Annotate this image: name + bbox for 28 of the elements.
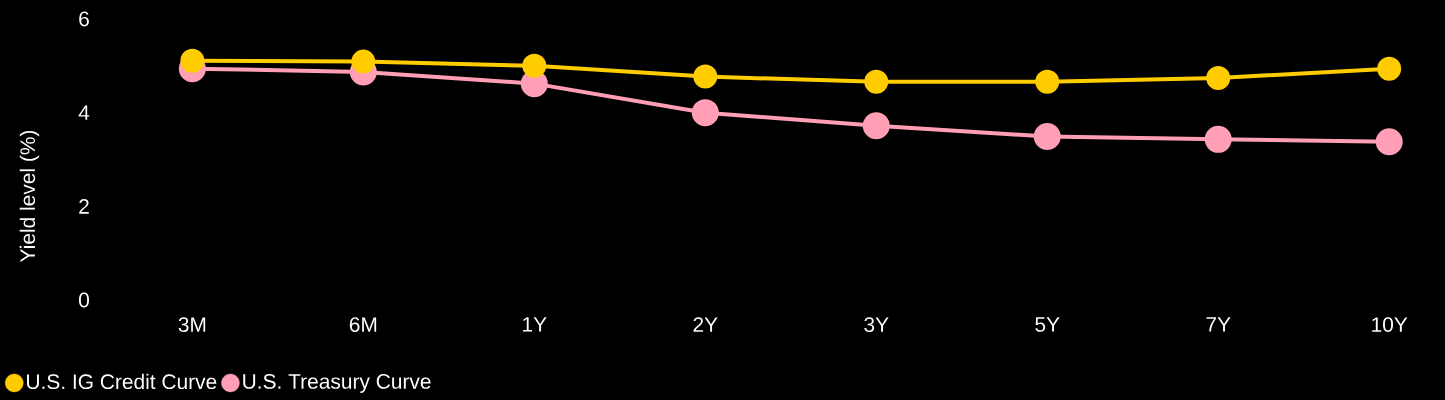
point	[691, 99, 719, 127]
point	[1204, 125, 1232, 153]
y-tick-label: 6	[79, 11, 89, 27]
x-tick-label: 10Y	[1372, 317, 1408, 332]
point	[180, 48, 205, 73]
point	[1033, 123, 1061, 151]
point	[1035, 69, 1060, 94]
point	[864, 69, 889, 94]
x-tick-label: 3Y	[864, 317, 889, 332]
y-axis-title: Yield level (%)	[19, 130, 40, 263]
y-tick-label: 4	[78, 105, 90, 120]
legend-label: U.S. Treasury Curve	[243, 374, 431, 393]
point	[862, 112, 890, 140]
point	[1206, 66, 1231, 91]
point	[351, 49, 376, 74]
x-tick-label: 5Y	[1035, 317, 1060, 332]
point	[693, 64, 718, 89]
x-tick-label: 7Y	[1206, 317, 1231, 332]
x-tick-label: 3M	[178, 317, 206, 332]
point	[1375, 128, 1403, 156]
x-tick-label: 2Y	[693, 317, 718, 332]
point	[522, 53, 547, 78]
x-tick-label: 6M	[349, 317, 377, 332]
y-tick-label: 0	[79, 292, 89, 308]
y-tick-label: 2	[79, 199, 89, 214]
x-tick-label: 1Y	[523, 317, 547, 332]
point	[1377, 56, 1402, 81]
legend-label: U.S. IG Credit Curve	[27, 373, 217, 390]
